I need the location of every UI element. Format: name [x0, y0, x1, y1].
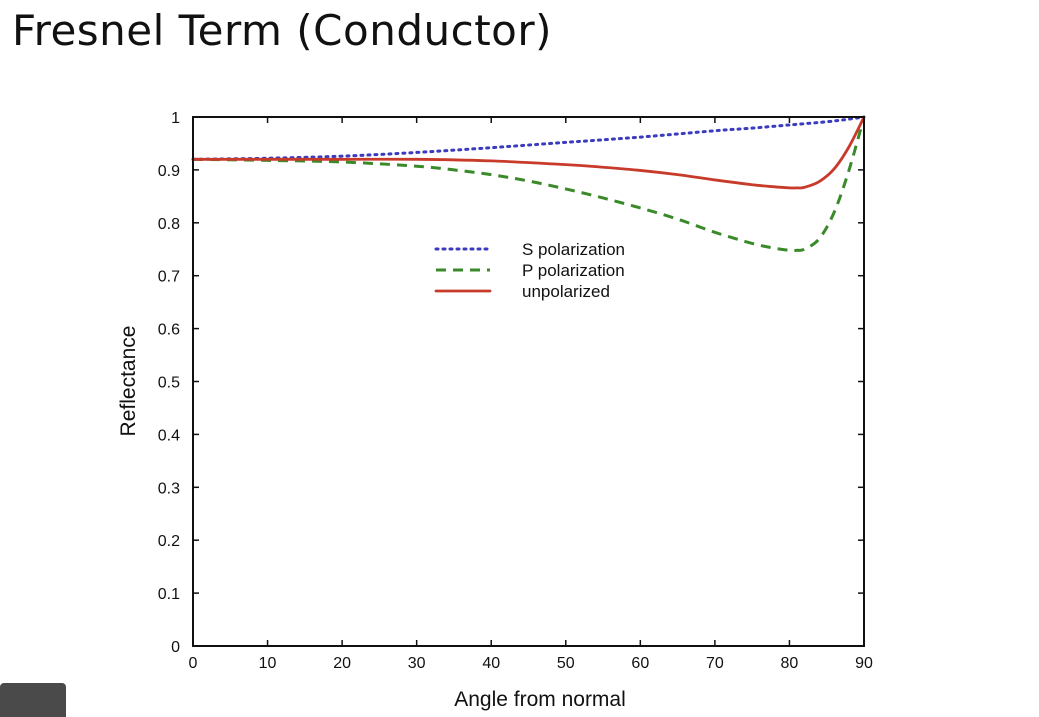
x-tick-label: 60 [631, 655, 649, 672]
y-axis-title: Reflectance [117, 326, 140, 437]
x-axis-title: Angle from normal [454, 688, 626, 711]
legend: S polarization P polarization unpolarized [434, 240, 625, 301]
x-tick-label: 20 [333, 655, 351, 672]
y-tick-label: 0 [171, 639, 180, 656]
x-tick-label: 40 [482, 655, 500, 672]
legend-label-unpolarized: unpolarized [522, 282, 610, 301]
plot-frame [192, 116, 865, 647]
y-tick-label: 0.7 [158, 269, 180, 286]
x-tick-label: 90 [855, 655, 873, 672]
x-tick-label: 0 [189, 655, 198, 672]
x-tick-label: 50 [557, 655, 575, 672]
x-tick-label: 30 [408, 655, 426, 672]
series-line-s-polarization [191, 115, 866, 161]
y-tick-label: 0.5 [158, 375, 180, 392]
y-tick-label: 0.6 [158, 322, 180, 339]
series-line-p-polarization [192, 116, 866, 253]
x-tick-label: 10 [259, 655, 277, 672]
legend-label-s-polarization: S polarization [522, 240, 625, 259]
y-tick-label: 0.1 [158, 586, 180, 603]
y-tick-label: 0.2 [158, 533, 180, 550]
legend-label-p-polarization: P polarization [522, 261, 625, 280]
y-tick-label: 0.8 [158, 216, 180, 233]
series-line-unpolarized [191, 115, 866, 190]
slide-title: Fresnel Term (Conductor) [12, 6, 553, 55]
y-tick-label: 0.3 [158, 480, 180, 497]
x-tick-label: 70 [706, 655, 724, 672]
video-thumbnail [0, 683, 66, 717]
x-tick-label: 80 [781, 655, 799, 672]
y-tick-label: 0.9 [158, 163, 180, 180]
y-tick-label: 0.4 [158, 427, 180, 444]
y-tick-label: 1 [171, 110, 180, 127]
